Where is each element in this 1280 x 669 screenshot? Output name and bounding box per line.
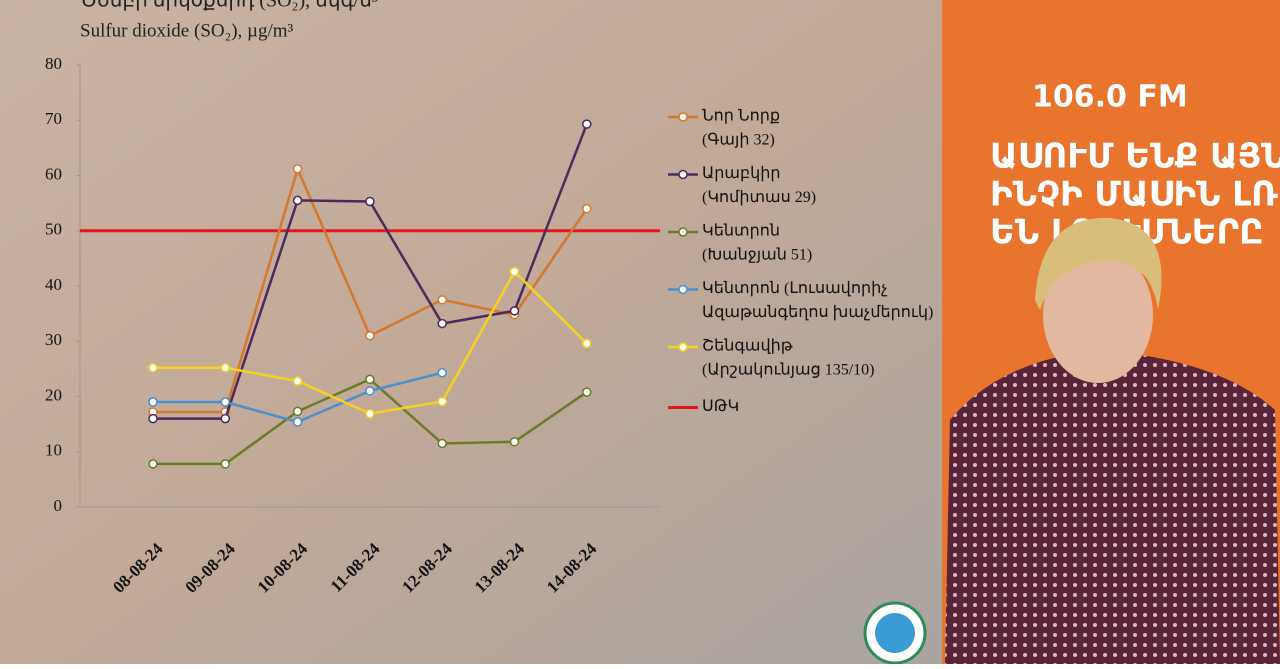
legend-label: Նոր Նորք bbox=[702, 108, 780, 125]
legend-label: Կենտրոն (Լուսավորիչ bbox=[702, 280, 888, 297]
point bbox=[437, 318, 447, 329]
photo: 106.0 FM ԱՍՈՒՄ ԵՆՔ ԱՅՆ ԻՆՉԻ ՄԱՍԻՆ ԼՌ ԵՆ … bbox=[942, 0, 1280, 664]
point bbox=[365, 196, 375, 207]
legend-label: Արաբկիր bbox=[702, 165, 781, 182]
point bbox=[148, 397, 158, 407]
radio-label: 106.0 FM bbox=[1032, 80, 1188, 115]
legend-label: ՍԹԿ bbox=[702, 398, 739, 415]
point bbox=[292, 417, 303, 427]
point bbox=[292, 376, 303, 386]
legend-sublabel: (Արշակունյաց 135/10) bbox=[702, 362, 875, 379]
y-tick-label: 40 bbox=[45, 275, 62, 294]
legend-marker bbox=[678, 169, 688, 180]
point bbox=[437, 295, 447, 305]
point bbox=[582, 338, 592, 349]
point bbox=[437, 367, 447, 378]
banner-line: ԱՍՈՒՄ ԵՆՔ ԱՅՆ bbox=[990, 137, 1280, 177]
person-hair bbox=[1035, 217, 1162, 310]
point bbox=[582, 203, 592, 214]
point bbox=[148, 413, 158, 424]
point bbox=[365, 374, 375, 385]
y-tick-label: 60 bbox=[45, 164, 62, 183]
point bbox=[582, 119, 592, 129]
slide-background bbox=[0, 0, 942, 664]
y-tick-label: 0 bbox=[54, 496, 63, 515]
point bbox=[509, 306, 520, 316]
legend-sublabel: (Գայի 32) bbox=[702, 132, 775, 149]
banner-line: ԻՆՉԻ ՄԱՍԻՆ ԼՌ bbox=[990, 175, 1278, 215]
point bbox=[509, 437, 520, 447]
legend-sublabel: (Խանջյան 51) bbox=[702, 247, 812, 264]
person-body bbox=[945, 350, 1280, 664]
legend-label: Շենգավիթ bbox=[702, 338, 793, 355]
point bbox=[220, 397, 231, 407]
y-tick-label: 70 bbox=[45, 109, 62, 128]
point bbox=[148, 459, 158, 469]
legend-marker bbox=[678, 284, 688, 295]
point bbox=[292, 164, 303, 174]
person-face bbox=[1043, 247, 1153, 383]
point bbox=[437, 396, 447, 407]
point bbox=[365, 408, 375, 419]
point bbox=[292, 195, 303, 206]
point bbox=[148, 363, 158, 373]
point bbox=[365, 330, 375, 341]
point bbox=[220, 363, 231, 373]
y-tick-label: 30 bbox=[45, 330, 62, 349]
legend-marker bbox=[678, 112, 688, 122]
title: Ծծմբի երկօքսիդ (SO₂), մկգ/մ³ bbox=[80, 0, 378, 12]
point bbox=[220, 459, 231, 469]
legend-marker bbox=[678, 342, 688, 352]
point bbox=[509, 266, 520, 277]
y-tick-label: 20 bbox=[45, 385, 62, 404]
point bbox=[437, 438, 447, 449]
y-tick-label: 50 bbox=[45, 220, 62, 239]
legend-marker bbox=[678, 227, 688, 237]
y-tick-label: 80 bbox=[45, 54, 62, 73]
logo-inner bbox=[875, 613, 915, 653]
point bbox=[292, 406, 303, 417]
legend-label: Կենտրոն bbox=[702, 223, 780, 240]
y-tick-label: 10 bbox=[45, 441, 62, 460]
legend-sublabel: Ազաթանգեղոս խաչմերուկ) bbox=[702, 304, 933, 321]
point bbox=[582, 387, 592, 397]
point bbox=[220, 413, 231, 424]
subtitle: Sulfur dioxide (SO₂), µg/m³ bbox=[80, 20, 294, 41]
legend-sublabel: (Կոմիտաս 29) bbox=[702, 189, 816, 206]
point bbox=[365, 386, 375, 396]
